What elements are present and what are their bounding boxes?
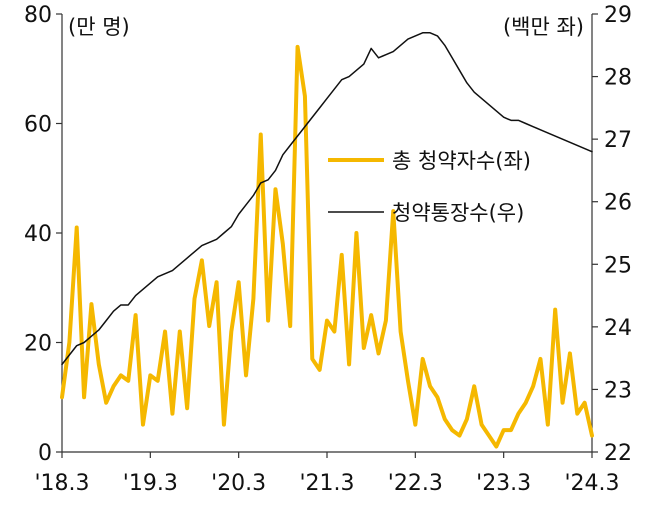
legend-label-accounts: 청약통장수(우) (392, 201, 524, 225)
x-tick-label: '21.3 (299, 471, 354, 496)
right-axis-unit: (백만 좌) (503, 15, 584, 39)
legend-label-applicants: 총 청약자수(좌) (392, 149, 531, 173)
x-tick-label: '24.3 (564, 471, 619, 496)
left-tick-label: 20 (24, 332, 52, 357)
left-y-axis: 0 20 40 60 80 (24, 3, 63, 466)
left-tick-label: 0 (38, 441, 52, 466)
right-tick-label: 28 (604, 66, 632, 91)
right-tick-label: 22 (604, 441, 632, 466)
left-tick-label: 60 (24, 113, 52, 138)
right-tick-label: 23 (604, 378, 632, 403)
right-tick-label: 26 (604, 191, 632, 216)
legend: 총 청약자수(좌) 청약통장수(우) (328, 149, 531, 225)
x-tick-label: '23.3 (476, 471, 531, 496)
left-tick-label: 40 (24, 222, 52, 247)
x-tick-label: '20.3 (211, 471, 266, 496)
left-axis-unit: (만 명) (68, 15, 130, 39)
x-axis: '18.3 '19.3 '20.3 '21.3 '22.3 '23.3 '24.3 (34, 451, 620, 496)
x-tick-label: '18.3 (34, 471, 89, 496)
series-line-accounts (61, 32, 593, 366)
right-tick-label: 29 (604, 3, 632, 28)
left-tick-label: 80 (24, 3, 52, 28)
x-tick-label: '22.3 (388, 471, 443, 496)
right-tick-label: 27 (604, 128, 632, 153)
right-y-axis: 22 23 24 25 26 27 28 29 (591, 3, 632, 466)
right-tick-label: 25 (604, 253, 632, 278)
x-tick-label: '19.3 (123, 471, 178, 496)
series-line-applicants (60, 44, 594, 449)
series-layer (60, 32, 594, 449)
right-tick-label: 24 (604, 316, 632, 341)
